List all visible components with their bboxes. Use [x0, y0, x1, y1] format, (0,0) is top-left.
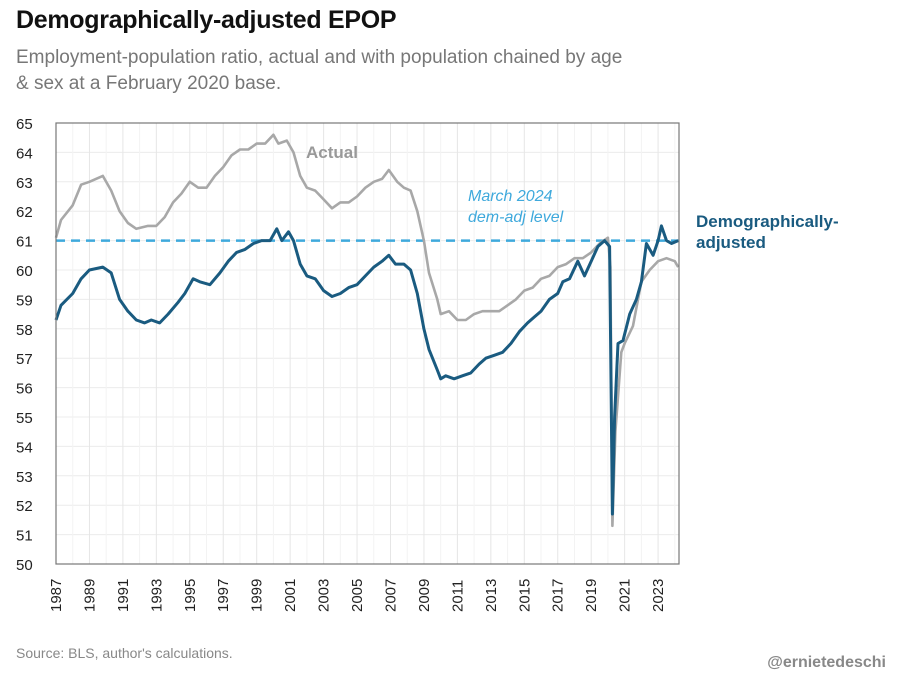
y-tick-label: 50 [16, 557, 33, 574]
y-tick-label: 52 [16, 498, 33, 515]
y-tick-label: 64 [16, 145, 33, 162]
dem-adj-series-label-line1: Demographically- [696, 212, 839, 231]
chart-subtitle: Employment-population ratio, actual and … [16, 47, 623, 94]
source-note: Source: BLS, author's calculations. [16, 645, 233, 661]
x-tick-label: 1993 [148, 579, 165, 612]
y-tick-label: 56 [16, 381, 33, 398]
x-tick-label: 2009 [416, 579, 433, 612]
x-axis-ticks: 1987 1989 1991 1993 1995 1997 1999 2001 2003 2005… [48, 579, 667, 612]
x-tick-label: 1991 [115, 579, 132, 612]
y-tick-label: 60 [16, 263, 33, 280]
y-tick-label: 59 [16, 292, 33, 309]
author-handle: @ernietedeschi [767, 654, 886, 671]
x-tick-label: 2005 [349, 579, 366, 612]
y-tick-label: 62 [16, 204, 33, 221]
actual-series-label: Actual [306, 143, 358, 162]
actual-series-line [54, 133, 680, 528]
y-tick-label: 61 [16, 234, 33, 251]
plot-frame [55, 122, 680, 565]
y-tick-label: 51 [16, 528, 33, 545]
y-tick-label: 58 [16, 322, 33, 339]
x-tick-label: 1997 [215, 579, 232, 612]
y-tick-label: 65 [16, 116, 33, 133]
x-tick-label: 2019 [583, 579, 600, 612]
reference-label-line1: March 2024 [468, 188, 553, 205]
dem-adj-series-line [54, 224, 679, 516]
x-tick-label: 2017 [550, 579, 567, 612]
y-tick-label: 57 [16, 351, 33, 368]
x-tick-label: 2015 [516, 579, 533, 612]
dem-adj-series-label-line2: adjusted [696, 233, 766, 252]
y-axis-ticks: 50 51 52 53 54 55 56 57 58 59 60 61 62 63 64 65 [16, 116, 33, 574]
x-tick-label: 2001 [282, 579, 299, 612]
x-tick-label: 1989 [81, 579, 98, 612]
x-tick-label: 2003 [316, 579, 333, 612]
x-tick-label: 2007 [382, 579, 399, 612]
y-tick-label: 55 [16, 410, 33, 427]
chart-title: Demographically-adjusted EPOP [16, 6, 397, 34]
y-tick-label: 53 [16, 469, 33, 486]
x-tick-label: 1987 [48, 579, 65, 612]
x-tick-label: 2011 [449, 580, 466, 612]
x-tick-label: 1995 [182, 579, 199, 612]
x-tick-label: 1999 [249, 579, 266, 612]
series-lines [54, 133, 680, 528]
x-tick-label: 2021 [617, 579, 634, 612]
x-tick-label: 2023 [650, 579, 667, 612]
y-tick-label: 54 [16, 439, 33, 456]
y-tick-label: 63 [16, 175, 33, 192]
x-tick-label: 2013 [483, 579, 500, 612]
reference-label-line2: dem-adj level [468, 209, 564, 226]
gridlines [55, 122, 679, 565]
